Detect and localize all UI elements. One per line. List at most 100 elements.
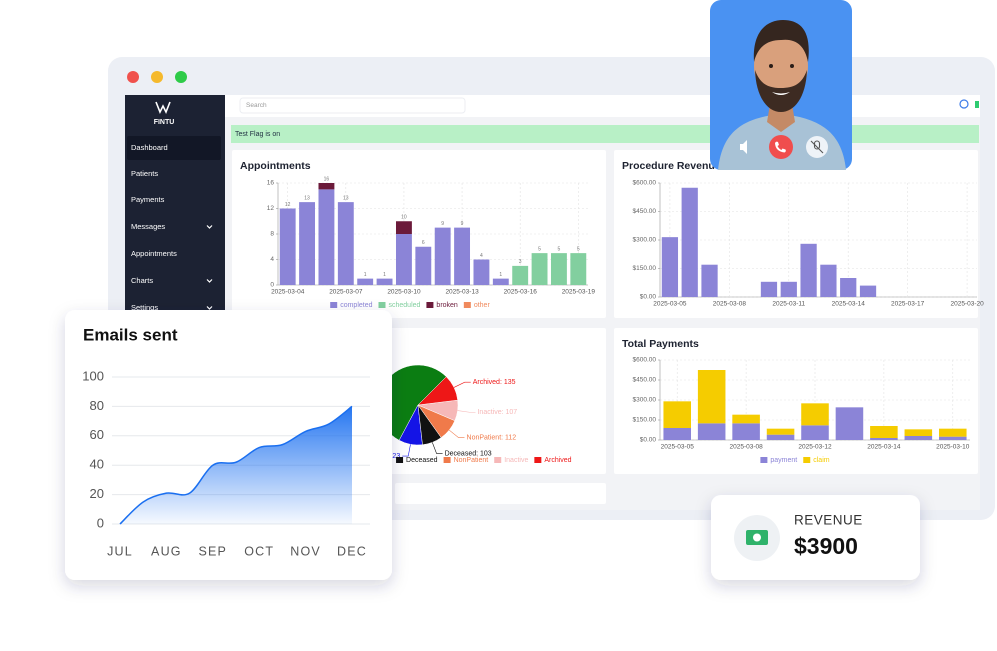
chevron <box>206 225 213 229</box>
window-minimize[interactable] <box>151 71 163 83</box>
card-title: Procedure Revenue <box>622 160 721 172</box>
x-tick-label: 2025-03-11 <box>772 301 805 308</box>
bar-segment <box>732 414 760 424</box>
menu-item[interactable]: Patients <box>131 169 158 178</box>
menu-item[interactable]: Appointments <box>131 249 177 258</box>
mic-slash <box>810 140 824 154</box>
bar-segment <box>395 221 412 234</box>
x-tick-label: SEP <box>198 544 227 558</box>
smile <box>772 92 790 95</box>
y-tick-label: 100 <box>82 368 104 383</box>
legend-swatch <box>760 457 768 463</box>
menu-item[interactable]: Payments <box>131 195 165 204</box>
y-tick-label: 4 <box>270 256 274 263</box>
bar-segment <box>376 278 393 285</box>
x-tick-label: JUL <box>107 544 133 558</box>
y-tick-label: $0.00 <box>640 437 657 444</box>
bar-total-label: 13 <box>343 195 349 201</box>
y-tick-label: $150.00 <box>633 265 657 272</box>
y-tick-label: 40 <box>90 457 104 472</box>
pie-label: NonPatient: 112 <box>467 434 517 441</box>
bar-segment <box>697 370 726 424</box>
neck <box>767 104 795 132</box>
legend-swatch <box>396 457 404 463</box>
y-tick-label: 0 <box>270 282 274 289</box>
logo-text: FINTU <box>154 119 175 126</box>
bar-total-label: 16 <box>324 176 330 182</box>
bar-segment <box>318 183 335 190</box>
legend-swatch <box>378 302 386 308</box>
card <box>614 328 978 474</box>
hair <box>753 20 809 62</box>
legend-label: scheduled <box>389 302 421 309</box>
speaker-button[interactable] <box>740 140 747 154</box>
legend-swatch <box>534 457 542 463</box>
area-line <box>119 405 353 525</box>
bar-segment <box>663 428 691 440</box>
bar-total-label: 13 <box>304 195 310 201</box>
beard <box>755 70 807 112</box>
y-tick-label: $450.00 <box>633 208 657 215</box>
legend-label: Inactive <box>504 457 528 464</box>
bar-segment <box>663 401 691 428</box>
bar <box>780 281 797 297</box>
card-title: Emails sent <box>83 325 178 344</box>
end-call-button[interactable] <box>769 135 793 159</box>
bar-segment <box>570 253 587 285</box>
bar-segment <box>904 436 933 440</box>
x-tick-label: 2025-03-12 <box>798 444 832 451</box>
bar-total-label: 9 <box>441 221 444 227</box>
bar-total-label: 10 <box>401 215 407 221</box>
menu-item[interactable]: Settings <box>131 303 158 312</box>
legend-swatch <box>463 302 471 308</box>
pie-label: Inactive: 107 <box>477 409 517 416</box>
y-tick-label: 60 <box>90 427 104 442</box>
pie-leader <box>402 444 411 457</box>
flag-banner-text: Test Flag is on <box>235 131 280 138</box>
bar <box>859 285 877 297</box>
legend-swatch <box>426 302 434 308</box>
x-tick-label: 2025-03-14 <box>867 444 901 451</box>
bar-segment <box>357 278 374 285</box>
bar <box>760 281 778 297</box>
menu-item[interactable]: Dashboard <box>131 143 168 152</box>
bar-total-label: 3 <box>519 259 522 265</box>
window-close[interactable] <box>127 71 139 83</box>
bar-total-label: 6 <box>422 240 425 246</box>
card-title: Total Payments <box>622 338 699 350</box>
bar <box>840 278 857 297</box>
y-tick-label: $600.00 <box>633 180 657 187</box>
chevron <box>206 279 213 283</box>
window-maximize[interactable] <box>175 71 187 83</box>
emails-chart: 0 20 40 60 80 100 JUL AUG SEP OCT NOV DEC <box>82 368 370 558</box>
bar-segment <box>835 407 864 440</box>
legend-label: payment <box>770 457 797 464</box>
legend-label: Archived <box>544 457 571 464</box>
bar-segment <box>870 426 898 438</box>
y-tick-label: $300.00 <box>633 397 657 404</box>
bar-segment <box>870 438 898 440</box>
user-icon[interactable] <box>959 99 969 109</box>
legend-label: broken <box>436 302 458 309</box>
x-tick-label: 2025-03-05 <box>661 444 695 451</box>
x-tick-label: OCT <box>244 544 274 558</box>
chevron <box>206 306 213 310</box>
bar-total-label: 9 <box>461 221 464 227</box>
bar-segment <box>550 253 567 285</box>
menu-item[interactable]: Charts <box>131 276 153 285</box>
legend-label: Deceased <box>406 457 438 464</box>
pie-leader <box>453 381 471 388</box>
legend-label: completed <box>340 302 372 309</box>
bar-segment <box>279 208 296 285</box>
x-tick-label: 2025-03-16 <box>504 289 538 296</box>
y-tick-label: $150.00 <box>633 417 657 424</box>
bar-segment <box>473 259 490 285</box>
bar <box>681 187 698 297</box>
legend-label: other <box>474 302 491 309</box>
bar-total-label: 5 <box>538 246 541 252</box>
menu-item[interactable]: Messages <box>131 222 165 231</box>
bar-total-label: 5 <box>577 246 580 252</box>
search-input[interactable] <box>239 97 466 114</box>
bar-segment <box>904 429 933 436</box>
